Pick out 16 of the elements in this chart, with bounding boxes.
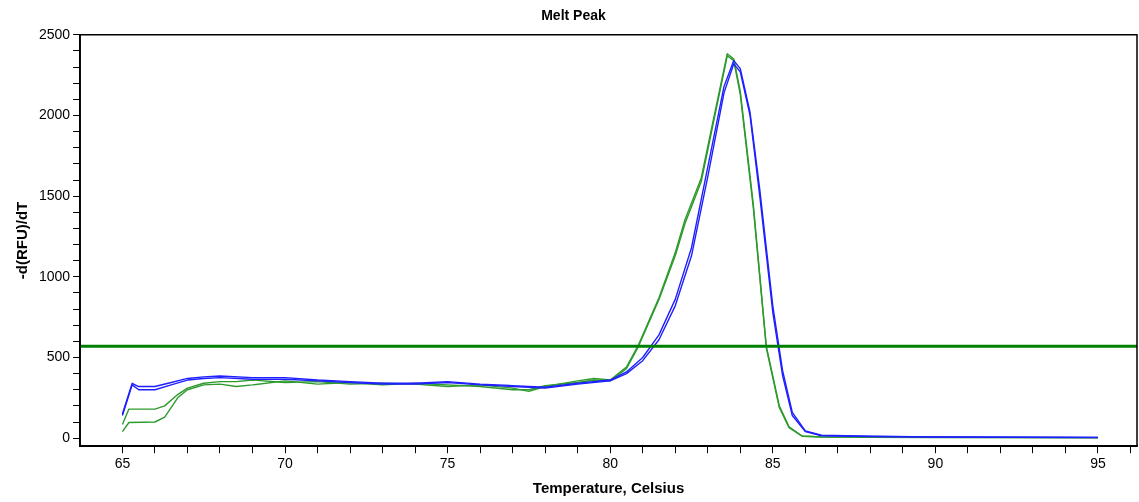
x-tick-label: 90 xyxy=(927,455,944,472)
y-axis-title: -d(RFU)/dT xyxy=(13,201,31,280)
x-tick-label: 65 xyxy=(114,455,131,472)
y-tick-label: 1000 xyxy=(38,267,71,284)
chart-title: Melt Peak xyxy=(541,7,606,24)
y-tick-label: 1500 xyxy=(38,186,71,203)
y-tick-label: 2000 xyxy=(38,106,71,123)
x-tick-label: 75 xyxy=(439,455,456,472)
y-tick-label: 500 xyxy=(46,348,71,365)
x-axis-title: Temperature, Celsius xyxy=(532,479,685,497)
x-tick-label: 85 xyxy=(765,455,781,472)
x-tick-label: 70 xyxy=(277,455,294,472)
x-tick-label: 95 xyxy=(1090,455,1106,472)
y-tick-label: 0 xyxy=(62,428,71,445)
x-tick-label: 80 xyxy=(602,455,619,472)
y-tick-label: 2500 xyxy=(38,25,71,42)
